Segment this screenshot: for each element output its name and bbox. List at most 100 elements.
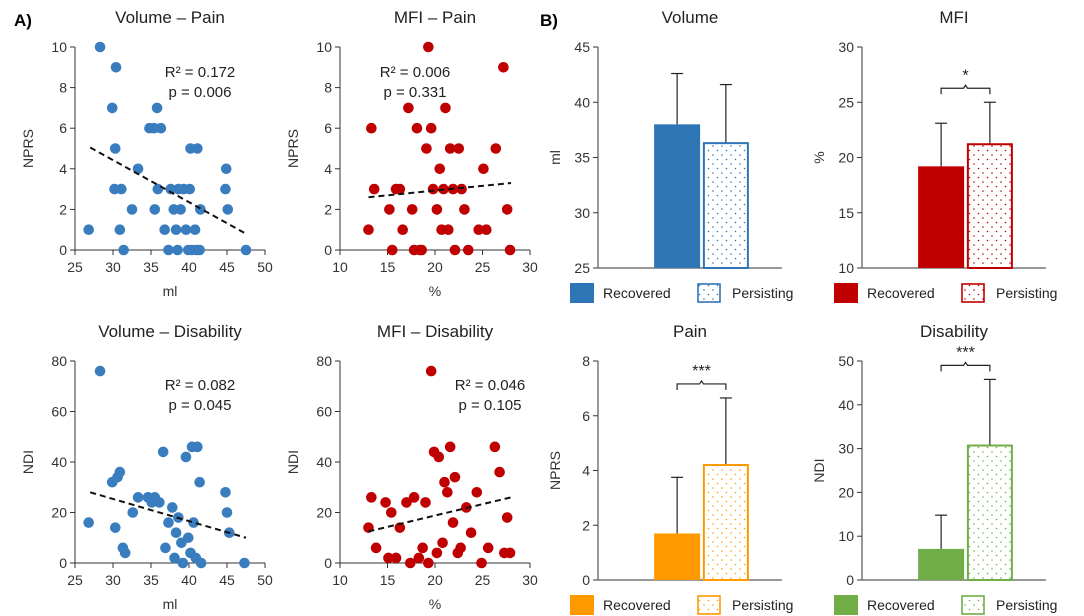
x-tick-label: 30	[522, 259, 538, 275]
data-point	[194, 244, 205, 256]
x-axis-label: ml	[163, 596, 178, 612]
data-point	[110, 62, 122, 73]
y-tick-label: 40	[574, 94, 590, 110]
x-axis-label: %	[429, 596, 441, 612]
data-point	[165, 183, 177, 195]
x-axis-label: ml	[163, 283, 178, 299]
y-tick-label: 8	[59, 80, 67, 96]
data-point	[366, 122, 377, 134]
y-tick-label: 40	[316, 454, 332, 470]
legend-swatch-persisting	[961, 283, 985, 303]
data-point	[192, 143, 203, 154]
data-point	[489, 441, 501, 453]
data-point	[169, 552, 180, 564]
data-point	[368, 183, 380, 195]
data-point	[425, 365, 437, 377]
y-tick-label: 20	[838, 150, 854, 166]
y-tick-label: 8	[324, 80, 332, 96]
x-tick-label: 15	[380, 259, 396, 275]
data-point	[194, 476, 205, 488]
y-tick-label: 10	[316, 39, 332, 55]
data-point	[170, 527, 182, 538]
x-tick-label: 45	[219, 259, 235, 275]
data-point	[456, 183, 467, 195]
bar-persisting	[702, 142, 749, 269]
data-point	[411, 122, 423, 134]
chart-vol_dis: Volume – Disability 0 20 40 60 80 NDI 25 30 35 40 4…	[20, 322, 273, 612]
data-point	[439, 476, 450, 488]
chart-title: Disability	[920, 322, 989, 341]
r-squared-label: R² = 0.172	[165, 64, 235, 81]
y-axis-label: NDI	[285, 450, 301, 474]
data-point	[149, 204, 161, 215]
p-value-label: p = 0.006	[169, 84, 232, 101]
data-point	[363, 224, 374, 235]
chart-title: Volume – Pain	[115, 8, 225, 27]
data-point	[386, 507, 397, 518]
chart-title: Volume	[662, 8, 719, 27]
data-point	[421, 143, 432, 154]
y-axis-label: NPRS	[547, 451, 563, 490]
data-point	[127, 507, 139, 518]
p-value-label: p = 0.105	[459, 397, 522, 414]
data-point	[408, 492, 420, 503]
data-point	[504, 244, 516, 256]
x-tick-label: 25	[475, 572, 491, 588]
data-point	[160, 542, 171, 554]
data-point	[157, 446, 169, 458]
data-point	[394, 183, 406, 195]
y-tick-label: 30	[838, 39, 854, 55]
y-tick-label: 0	[846, 572, 854, 588]
data-point	[240, 244, 252, 256]
x-tick-label: 20	[427, 259, 443, 275]
x-tick-label: 40	[181, 572, 197, 588]
panel-label-b: B)	[540, 11, 558, 30]
y-tick-label: 0	[59, 555, 67, 571]
y-tick-label: 0	[324, 555, 332, 571]
data-point	[444, 441, 456, 453]
x-tick-label: 15	[380, 572, 396, 588]
data-point	[390, 552, 402, 564]
data-point	[166, 502, 178, 513]
data-point	[437, 537, 448, 549]
y-tick-label: 2	[324, 201, 332, 217]
data-point	[406, 204, 418, 215]
data-point	[501, 204, 513, 215]
chart-bar_volume: Volume 25 30 35 40 45 ml Recovered Persisting	[547, 8, 793, 303]
x-tick-label: 50	[257, 259, 273, 275]
bar-persisting	[966, 143, 1013, 270]
data-point	[423, 41, 434, 53]
y-tick-label: 0	[324, 242, 332, 258]
data-point	[154, 497, 165, 508]
x-tick-label: 40	[181, 259, 197, 275]
data-point	[177, 557, 189, 569]
data-point	[416, 244, 428, 256]
data-point	[220, 163, 232, 175]
data-point	[447, 517, 459, 528]
data-point	[431, 547, 443, 559]
y-tick-label: 20	[838, 484, 854, 500]
data-point	[504, 547, 516, 559]
y-tick-label: 45	[574, 39, 590, 55]
y-axis-label: NDI	[20, 450, 36, 474]
data-point	[118, 244, 129, 256]
y-tick-label: 4	[582, 463, 590, 479]
data-point	[180, 224, 192, 235]
bar-recovered	[654, 533, 701, 580]
data-point	[478, 163, 489, 175]
bar-recovered	[654, 124, 701, 268]
x-tick-label: 25	[67, 259, 83, 275]
data-point	[184, 183, 196, 195]
chart-vol_pain: Volume – Pain 0 2 4 6 8 10 NPRS 25 30 35 40 45 50 ml R²…	[20, 8, 273, 299]
data-point	[220, 487, 231, 498]
chart-bar_pain: Pain 0 2 4 6 8 NPRS *** Recovered Persisting	[547, 322, 793, 615]
chart-title: Volume – Disability	[98, 322, 242, 341]
data-point	[394, 522, 406, 533]
x-axis-label: %	[429, 283, 441, 299]
data-point	[490, 143, 502, 154]
data-point	[222, 204, 234, 215]
y-tick-label: 15	[838, 205, 854, 221]
data-point	[94, 41, 106, 53]
y-axis-label: ml	[547, 150, 563, 165]
